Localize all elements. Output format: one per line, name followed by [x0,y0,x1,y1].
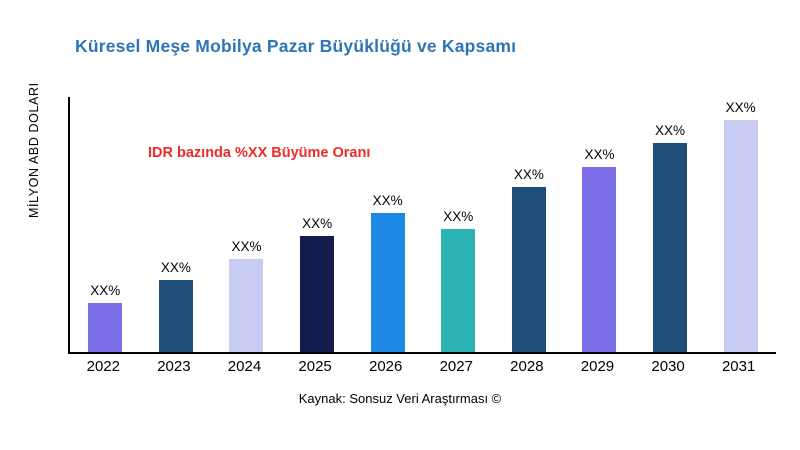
bar-2022 [88,303,123,352]
bar-group-2026: XX% [352,97,423,352]
x-tick-2022: 2022 [86,358,120,375]
x-tick-2023: 2023 [157,358,191,375]
bar-value-label: XX% [584,146,615,162]
bar-2024 [229,259,264,352]
source-note: Kaynak: Sonsuz Veri Araştırması © [298,391,502,406]
bar-value-label: XX% [725,100,756,116]
bar-2026 [370,212,405,352]
x-tick-2026: 2026 [368,358,403,375]
bar-group-2024: XX% [211,97,282,352]
y-axis-label: MİLYON ABD DOLARI [27,82,41,218]
bar-2031 [723,120,758,352]
bar-2028 [511,187,546,352]
bar-group-2031: XX% [705,97,776,352]
bar-value-label: XX% [513,167,544,183]
x-tick-2025: 2025 [298,358,332,375]
x-tick-2027: 2027 [439,358,473,375]
x-axis-ticks: 2022 2023 2024 2025 2026 2027 2028 2029 2030 2031 [68,358,774,375]
x-tick-2031: 2031 [721,358,756,375]
bars-container: XX% XX% XX% XX% XX% XX% XX% XX% XX% XX% [70,97,776,352]
bar-2025 [300,236,335,352]
bar-group-2029: XX% [564,97,635,352]
bar-group-2027: XX% [423,97,494,352]
bar-value-label: XX% [231,239,262,255]
x-tick-2028: 2028 [510,358,544,375]
x-tick-2024: 2024 [227,358,262,375]
bar-value-label: XX% [443,209,474,225]
bar-value-label: XX% [90,283,121,299]
bar-2030 [653,143,688,352]
x-tick-2030: 2030 [651,358,685,375]
bar-2023 [158,280,193,352]
x-tick-2029: 2029 [580,358,615,375]
bar-group-2022: XX% [70,97,141,352]
bar-group-2023: XX% [141,97,212,352]
plot-area: IDR bazında %XX Büyüme Oranı XX% XX% XX% XX… [68,97,776,354]
bar-value-label: XX% [160,260,191,276]
bar-group-2030: XX% [635,97,706,352]
bar-value-label: XX% [655,123,686,139]
bar-group-2028: XX% [494,97,565,352]
chart-title: Küresel Meşe Mobilya Pazar Büyüklüğü ve … [75,36,517,56]
bar-2029 [582,166,617,352]
growth-annotation: IDR bazında %XX Büyüme Oranı [148,145,371,161]
bar-value-label: XX% [302,216,333,232]
bar-group-2025: XX% [282,97,353,352]
bar-value-label: XX% [372,192,403,208]
bar-2027 [441,229,476,352]
